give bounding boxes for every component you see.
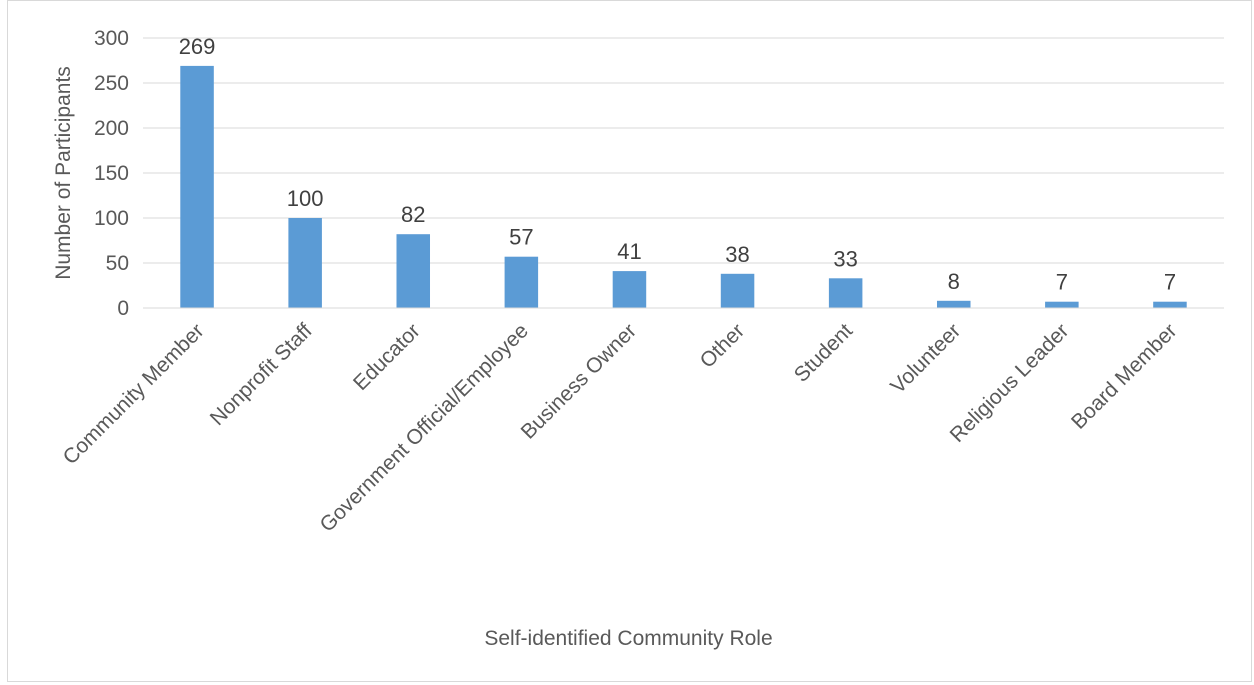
x-axis-title: Self-identified Community Role [484, 627, 772, 650]
x-tick-label: Other [696, 319, 749, 372]
data-labels: 269 100 82 57 41 38 33 8 7 7 [179, 34, 1176, 295]
y-axis-ticks: 0 50 100 150 200 250 300 [94, 27, 129, 320]
data-label: 57 [509, 225, 533, 250]
data-label: 33 [833, 246, 857, 271]
data-label: 82 [401, 202, 425, 227]
y-tick-label: 250 [94, 72, 129, 95]
x-tick-label: Religious Leader [946, 319, 1074, 447]
x-tick-label: Educator [349, 319, 425, 395]
data-label: 7 [1164, 270, 1176, 295]
bar [288, 218, 322, 308]
y-tick-label: 150 [94, 162, 129, 185]
data-label: 8 [948, 269, 960, 294]
bar [828, 278, 863, 308]
y-tick-label: 100 [94, 207, 129, 230]
x-tick-label: Volunteer [886, 319, 965, 398]
data-label: 269 [179, 34, 216, 59]
chart-frame [7, 0, 1252, 682]
x-tick-label: Board Member [1067, 319, 1181, 433]
data-label: 41 [617, 239, 641, 264]
data-label: 100 [287, 186, 324, 211]
x-tick-label: Government Official/Employee [316, 319, 533, 536]
bar [612, 271, 647, 308]
y-tick-label: 50 [106, 252, 129, 275]
x-tick-label: Nonprofit Staff [206, 319, 317, 430]
x-tick-label: Business Owner [517, 319, 641, 443]
y-axis-title: Number of Participants [52, 66, 75, 280]
y-tick-label: 0 [117, 297, 129, 320]
x-tick-label: Community Member [59, 319, 209, 469]
data-label: 7 [1056, 270, 1068, 295]
bar [1045, 301, 1079, 308]
bar [396, 234, 431, 308]
y-tick-label: 300 [94, 27, 129, 50]
data-label: 38 [725, 242, 749, 267]
x-tick-label: Student [790, 319, 858, 387]
bar [936, 300, 971, 308]
bar [1153, 301, 1187, 308]
y-tick-label: 200 [94, 117, 129, 140]
bar [180, 65, 214, 309]
bars [180, 65, 1187, 309]
gridlines [143, 37, 1224, 264]
bar [720, 273, 755, 308]
bar [504, 256, 539, 308]
